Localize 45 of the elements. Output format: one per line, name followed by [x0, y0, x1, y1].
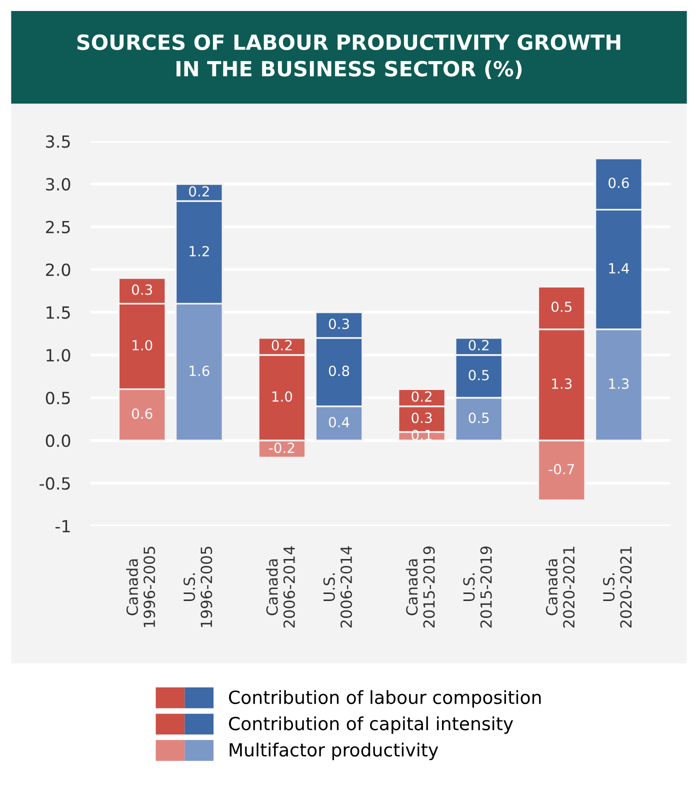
data-label: 0.2: [189, 186, 209, 197]
data-label: 1.2: [190, 246, 209, 256]
data-label: 0.3: [132, 284, 152, 295]
legend-label: Contribution of capital intensity: [228, 716, 514, 734]
y-tick-label: 2.0: [46, 263, 70, 276]
chart-title: SOURCES OF LABOUR PRODUCTIVITY GROWTH IN THE BUSINESS SECTOR (%): [77, 34, 620, 80]
data-label: 0.6: [132, 408, 152, 419]
y-tick-label: 2.5: [46, 220, 70, 234]
data-label: 0.5: [468, 370, 489, 380]
y-tick-label: 1.0: [46, 348, 70, 362]
x-tick-label: Canada 2020-2021: [546, 546, 575, 628]
data-label: 1.4: [609, 263, 629, 274]
data-label: 0.2: [468, 340, 489, 350]
y-tick-label: -0.5: [40, 477, 70, 490]
data-label: 1.6: [190, 366, 210, 376]
data-label: 0.5: [552, 302, 572, 312]
y-tick-label: -1: [55, 520, 70, 532]
y-tick-label: 0.5: [46, 392, 70, 404]
data-label: 0.3: [328, 318, 349, 330]
x-tick-label: Canada 2015-2019: [406, 546, 435, 628]
y-tick-label: 3.5: [46, 135, 70, 148]
data-label: 0.4: [328, 416, 350, 428]
x-tick-label: U.S. 2015-2019: [463, 546, 492, 628]
y-tick-label: 1.5: [46, 306, 70, 319]
y-tick-label: 0.0: [46, 434, 70, 448]
data-label: 0.3: [412, 412, 432, 424]
data-label: 0.2: [272, 340, 292, 350]
y-tick-label: 3.0: [46, 178, 70, 191]
data-label: 0.6: [608, 178, 629, 188]
x-tick-label: U.S. 2020-2021: [603, 546, 632, 628]
x-tick-label: U.S. 2006-2014: [323, 546, 352, 628]
data-label: -0.7: [548, 464, 574, 474]
data-label: 1.0: [272, 391, 292, 402]
x-tick-label: U.S. 1996-2005: [184, 546, 212, 627]
data-label: 1.0: [132, 340, 152, 350]
legend-label: Multifactor productivity: [230, 742, 438, 760]
legend-label: Contribution of labour composition: [228, 690, 541, 708]
data-label: 1.3: [609, 378, 629, 389]
data-label: 1.3: [552, 378, 572, 389]
data-label: 0.5: [468, 412, 489, 424]
data-label: -0.2: [269, 442, 294, 454]
data-label: 0.8: [328, 366, 350, 376]
data-label: 0.2: [412, 391, 432, 402]
x-tick-label: Canada 1996-2005: [126, 546, 156, 627]
x-tick-label: Canada 2006-2014: [266, 546, 295, 628]
